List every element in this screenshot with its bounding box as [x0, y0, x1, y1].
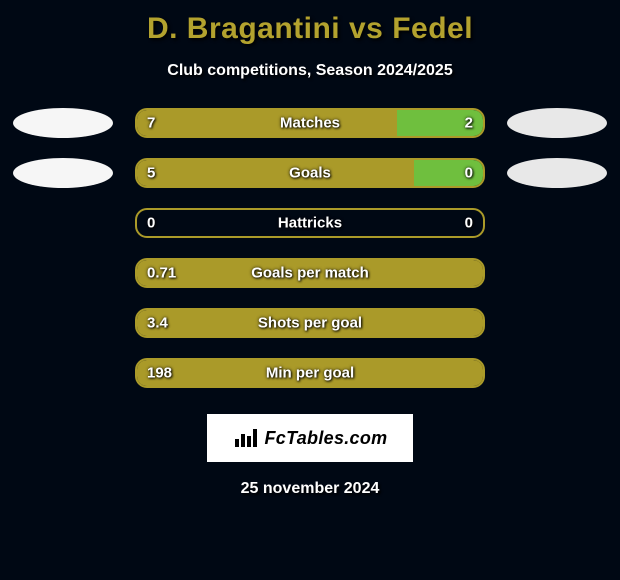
stat-bar-fill-player1: [137, 360, 483, 386]
bar-chart-icon: [233, 427, 259, 449]
stat-rows: 72Matches 50Goals 0 0Hattricks 0.71Goals per…: [0, 108, 620, 388]
stat-bar: 0 0Hattricks: [135, 208, 485, 238]
stat-bar-fill-player2: [414, 160, 483, 186]
title-player2: Fedel: [392, 12, 473, 45]
stat-label: Hattricks: [137, 215, 483, 232]
subtitle: Club competitions, Season 2024/2025: [0, 62, 620, 80]
footer-logo-text: FcTables.com: [265, 428, 388, 449]
oval-spacer: [507, 258, 607, 288]
player2-oval-icon: [507, 108, 607, 138]
stat-bar: 198Min per goal: [135, 358, 485, 388]
stat-row-matches: 72Matches: [0, 108, 620, 138]
oval-spacer: [507, 358, 607, 388]
comparison-card: D. Bragantini vs Fedel Club competitions…: [0, 0, 620, 580]
stat-value-player2: 0: [465, 215, 473, 232]
oval-spacer: [13, 308, 113, 338]
stat-row-min-per-goal: 198Min per goal: [0, 358, 620, 388]
title-vs: vs: [340, 12, 392, 45]
stat-bar-fill-player1: [137, 260, 483, 286]
oval-spacer: [507, 208, 607, 238]
stat-row-hattricks: 0 0Hattricks: [0, 208, 620, 238]
stat-bar-fill-player1: [137, 310, 483, 336]
title-player1: D. Bragantini: [147, 12, 340, 45]
stat-bar: 72Matches: [135, 108, 485, 138]
oval-spacer: [13, 208, 113, 238]
stat-bar: 0.71Goals per match: [135, 258, 485, 288]
page-title: D. Bragantini vs Fedel: [0, 0, 620, 46]
footer-logo: FcTables.com: [207, 414, 413, 462]
stat-row-goals-per-match: 0.71Goals per match: [0, 258, 620, 288]
stat-bar: 50Goals: [135, 158, 485, 188]
stat-bar-fill-player1: [137, 160, 414, 186]
stat-row-shots-per-goal: 3.4Shots per goal: [0, 308, 620, 338]
stat-bar-fill-player2: [397, 110, 484, 136]
oval-spacer: [13, 358, 113, 388]
player1-oval-icon: [13, 108, 113, 138]
player1-oval-icon: [13, 158, 113, 188]
stat-bar-fill-player1: [137, 110, 397, 136]
player2-oval-icon: [507, 158, 607, 188]
stat-row-goals: 50Goals: [0, 158, 620, 188]
footer-date: 25 november 2024: [0, 480, 620, 498]
oval-spacer: [507, 308, 607, 338]
stat-value-player1: 0: [147, 215, 155, 232]
oval-spacer: [13, 258, 113, 288]
stat-bar: 3.4Shots per goal: [135, 308, 485, 338]
